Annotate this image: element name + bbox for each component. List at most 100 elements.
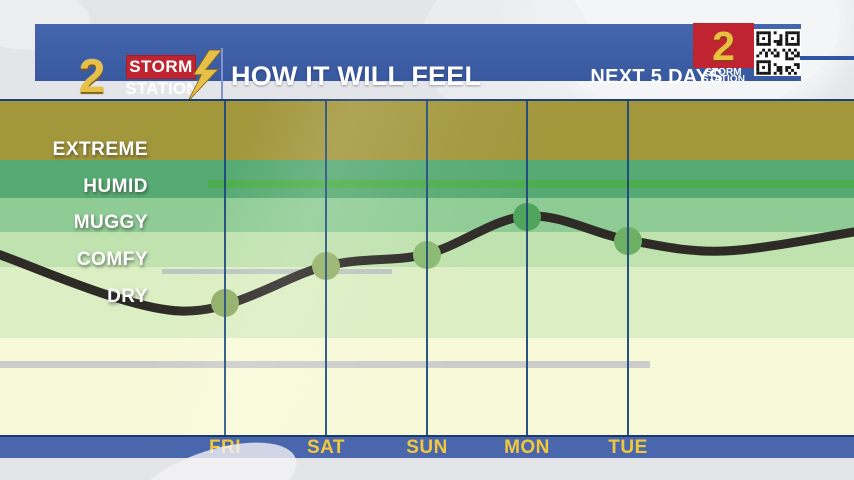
- qr-module: [767, 42, 771, 46]
- day-label-sat: SAT: [306, 437, 346, 458]
- qr-module: [779, 42, 783, 46]
- day-axis-bar: FRI SAT SUN MON TUE: [0, 435, 854, 458]
- qr-module: [779, 34, 783, 38]
- qr-module: [785, 42, 789, 46]
- qr-module: [791, 31, 794, 35]
- qr-module: [767, 31, 771, 35]
- qr-module: [779, 37, 783, 41]
- band-label-extreme: EXTREME: [52, 139, 148, 160]
- qr-module: [759, 51, 763, 55]
- qr-module: [793, 54, 797, 58]
- qr-module: [779, 68, 783, 72]
- station-logo-station-label: STATION: [125, 79, 199, 98]
- header-divider: [221, 48, 223, 105]
- chart-top-border: [0, 99, 854, 101]
- qr-module: [773, 40, 777, 43]
- qr-module: [791, 57, 794, 61]
- qr-module: [767, 48, 771, 52]
- qr-module: [791, 37, 794, 41]
- qr-module: [762, 42, 766, 46]
- day-label-mon: MON: [504, 437, 550, 458]
- corner-station-badge: 2 STORM STATION: [693, 23, 754, 85]
- qr-module: [767, 71, 771, 75]
- qr-module: [767, 40, 771, 43]
- qr-module: [776, 51, 780, 55]
- qr-module: [762, 71, 766, 75]
- qr-module: [785, 34, 789, 38]
- comfy-ref-line: [162, 269, 392, 274]
- qr-module: [785, 40, 789, 43]
- qr-module: [765, 51, 768, 55]
- qr-module: [785, 37, 789, 41]
- qr-module: [767, 63, 771, 67]
- station-logo-number: 2: [79, 49, 106, 102]
- qr-module: [756, 68, 760, 72]
- badge-number: 2: [693, 23, 754, 69]
- qr-module: [791, 68, 794, 72]
- day-label-tue: TUE: [608, 437, 648, 458]
- qr-module: [788, 66, 792, 69]
- qr-module: [793, 71, 797, 75]
- qr-module: [796, 34, 800, 38]
- lightning-bolt-icon: [187, 50, 222, 102]
- qr-module: [796, 31, 800, 35]
- qr-module: [796, 63, 800, 67]
- qr-module: [767, 60, 771, 64]
- qr-module: [785, 54, 789, 58]
- band-label-muggy: MUGGY: [73, 212, 148, 233]
- qr-module: [767, 66, 771, 69]
- qr-module: [793, 31, 797, 35]
- qr-code-icon: [754, 29, 801, 76]
- qr-module: [762, 60, 766, 64]
- qr-module: [759, 42, 763, 46]
- qr-module: [788, 42, 792, 46]
- qr-module: [776, 54, 780, 58]
- feel-chart-svg: [0, 99, 854, 436]
- badge-text: STORM STATION: [693, 67, 754, 85]
- qr-module: [776, 66, 780, 69]
- qr-module: [793, 42, 797, 46]
- qr-module: [776, 68, 780, 72]
- qr-module: [756, 63, 760, 67]
- qr-module: [767, 34, 771, 38]
- qr-module: [770, 51, 774, 55]
- band-label-comfy: COMFY: [76, 249, 148, 270]
- qr-module: [796, 40, 800, 43]
- timeframe-label: NEXT 5 DAYS: [590, 66, 723, 88]
- qr-module: [796, 51, 800, 55]
- qr-module: [762, 66, 766, 69]
- qr-module: [765, 60, 768, 64]
- qr-module: [762, 37, 766, 41]
- qr-module: [759, 71, 763, 75]
- feel-chart: EXTREME HUMID MUGGY COMFY DRY: [0, 99, 854, 436]
- qr-module: [788, 48, 792, 52]
- qr-module: [779, 71, 783, 75]
- qr-module: [773, 54, 777, 58]
- qr-module: [756, 66, 760, 69]
- qr-module: [756, 40, 760, 43]
- qr-module: [756, 60, 760, 64]
- station-logo-storm-label: STORM: [126, 55, 196, 79]
- page-title: HOW IT WILL FEEL: [231, 61, 482, 91]
- qr-module: [756, 37, 760, 41]
- qr-module: [788, 57, 792, 61]
- qr-module: [791, 42, 794, 46]
- qr-module: [788, 71, 792, 75]
- band-label-humid: HUMID: [83, 176, 148, 197]
- qr-module: [788, 31, 792, 35]
- band-label-dry: DRY: [107, 286, 148, 307]
- qr-module: [756, 42, 760, 46]
- qr-module: [762, 48, 766, 52]
- qr-module: [767, 37, 771, 41]
- header-accent-line: [800, 56, 854, 60]
- qr-module: [756, 71, 760, 75]
- qr-module: [776, 40, 780, 43]
- qr-module: [765, 31, 768, 35]
- qr-module: [767, 68, 771, 72]
- qr-module: [785, 68, 789, 72]
- qr-module: [756, 34, 760, 38]
- qr-module: [773, 31, 777, 35]
- qr-module: [759, 60, 763, 64]
- qr-module: [762, 31, 766, 35]
- qr-module: [779, 66, 783, 69]
